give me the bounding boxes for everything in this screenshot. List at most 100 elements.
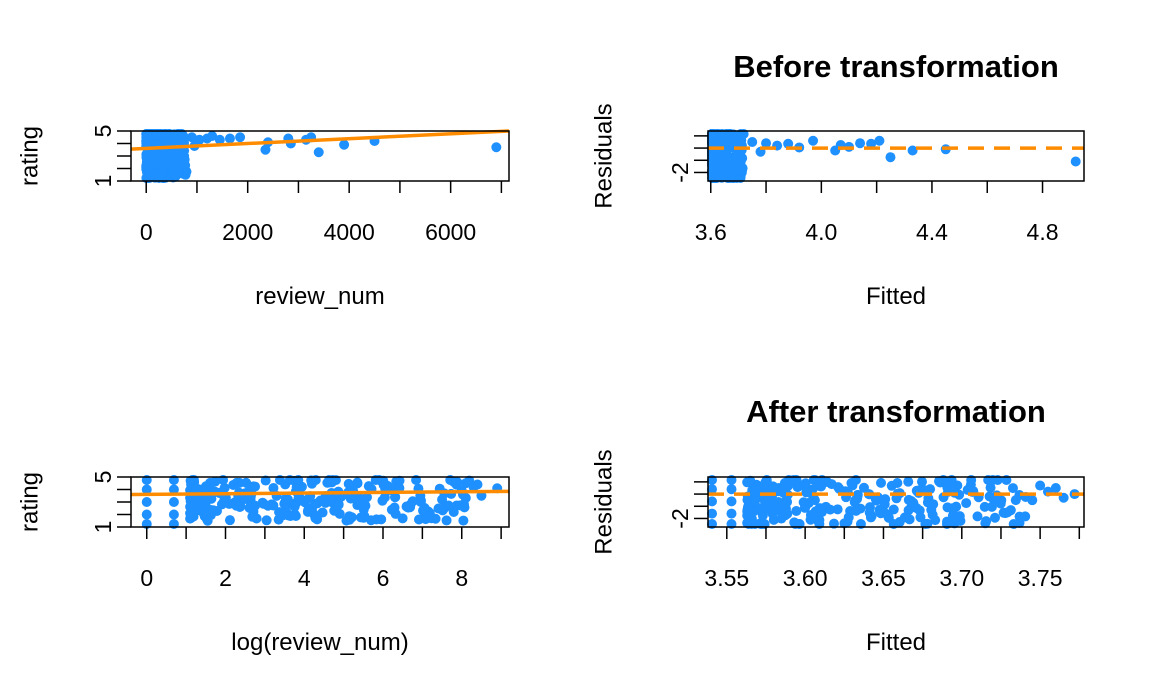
data-point <box>914 505 925 516</box>
data-point <box>826 479 837 490</box>
x-tick-label: 4000 <box>324 219 375 245</box>
data-point <box>726 496 737 507</box>
data-point <box>925 484 936 495</box>
data-point <box>458 515 469 526</box>
data-point <box>179 133 190 144</box>
data-point <box>277 510 288 521</box>
data-point <box>415 496 426 507</box>
x-tick-label: 4.8 <box>1027 219 1059 245</box>
y-axis-label: Residuals <box>591 103 618 208</box>
data-point <box>903 476 914 487</box>
data-point <box>145 169 156 180</box>
data-point <box>443 500 454 511</box>
data-point <box>441 515 452 526</box>
data-point <box>930 515 941 526</box>
data-point <box>765 498 776 509</box>
data-point <box>979 501 990 512</box>
x-axis-label: log(review_num) <box>231 629 408 656</box>
data-point <box>989 512 1000 523</box>
data-point <box>713 159 724 170</box>
x-tick-label: 4.4 <box>916 219 948 245</box>
data-point <box>949 518 960 529</box>
data-point <box>144 151 155 162</box>
data-point <box>791 506 802 517</box>
data-point <box>279 498 290 509</box>
data-point <box>737 165 748 176</box>
data-point <box>247 511 258 522</box>
data-point <box>961 498 972 509</box>
data-point <box>289 501 300 512</box>
data-point <box>141 497 152 507</box>
y-tick-label: 5 <box>90 471 116 484</box>
data-point <box>228 479 239 490</box>
plot-frame <box>707 476 1085 528</box>
x-axis-label: review_num <box>255 283 384 310</box>
data-point <box>207 131 218 141</box>
data-point <box>899 512 910 523</box>
data-point <box>224 498 235 509</box>
data-point <box>168 509 179 520</box>
data-point <box>875 508 886 519</box>
data-point <box>313 147 324 158</box>
x-tick-label: 0 <box>140 565 153 591</box>
data-point <box>922 497 933 508</box>
data-point <box>186 132 197 143</box>
data-point <box>825 504 836 515</box>
data-point <box>996 495 1007 506</box>
data-point <box>224 133 235 144</box>
data-point <box>851 505 862 516</box>
x-tick-label: 6 <box>377 565 390 591</box>
data-point <box>756 503 767 514</box>
data-point <box>168 484 179 495</box>
y-tick-label: 1 <box>90 175 116 188</box>
data-point <box>339 139 350 150</box>
data-point <box>730 137 741 148</box>
data-point <box>954 511 965 522</box>
data-point <box>926 504 937 515</box>
data-point <box>866 510 877 521</box>
data-point <box>810 506 821 517</box>
data-point <box>235 132 246 143</box>
data-point <box>805 514 816 525</box>
data-point <box>491 142 502 153</box>
panel-residuals-before-transformation: Before transformation 3.6 4.0 4.4 4.8 -2 Fitte… <box>591 49 1085 310</box>
data-point <box>828 518 839 529</box>
data-point <box>170 158 181 169</box>
data-point <box>260 144 271 155</box>
data-point <box>832 504 843 515</box>
data-point <box>333 499 344 510</box>
y-axis-label: rating <box>17 472 44 532</box>
regression-line <box>130 489 510 497</box>
data-point <box>306 503 317 514</box>
data-point <box>260 475 271 486</box>
x-tick-label: 3.75 <box>1018 565 1063 591</box>
panel-residuals-after-transformation: After transformation 3.55 3.60 3.65 3.70 3.75… <box>591 394 1085 656</box>
data-point <box>234 501 245 512</box>
panel-rating-vs-log-review-num: 0 2 4 6 8 1 5 log(review_num) rating <box>17 471 510 656</box>
data-point <box>742 506 753 517</box>
data-point <box>155 131 166 142</box>
data-point <box>984 491 995 502</box>
chart-title: Before transformation <box>733 49 1059 84</box>
data-point <box>390 491 401 502</box>
data-point <box>892 478 903 489</box>
data-point <box>366 515 377 526</box>
data-point <box>185 496 196 507</box>
data-point <box>397 513 408 524</box>
data-point <box>356 512 367 523</box>
data-point <box>1010 495 1021 506</box>
x-tick-label: 3.70 <box>939 565 984 591</box>
data-point <box>344 511 355 522</box>
data-point <box>922 518 933 529</box>
y-tick-label: 1 <box>90 521 116 534</box>
data-point <box>413 514 424 525</box>
data-point <box>202 515 213 526</box>
data-point <box>855 138 866 149</box>
data-point <box>266 499 277 510</box>
x-tick-label: 3.65 <box>861 565 906 591</box>
data-point <box>460 478 471 489</box>
y-axis-label: rating <box>17 126 44 186</box>
panel-rating-vs-review-num: 0 2000 4000 6000 1 5 review_num rating <box>17 125 510 310</box>
data-point <box>864 502 875 513</box>
data-point <box>749 485 760 496</box>
